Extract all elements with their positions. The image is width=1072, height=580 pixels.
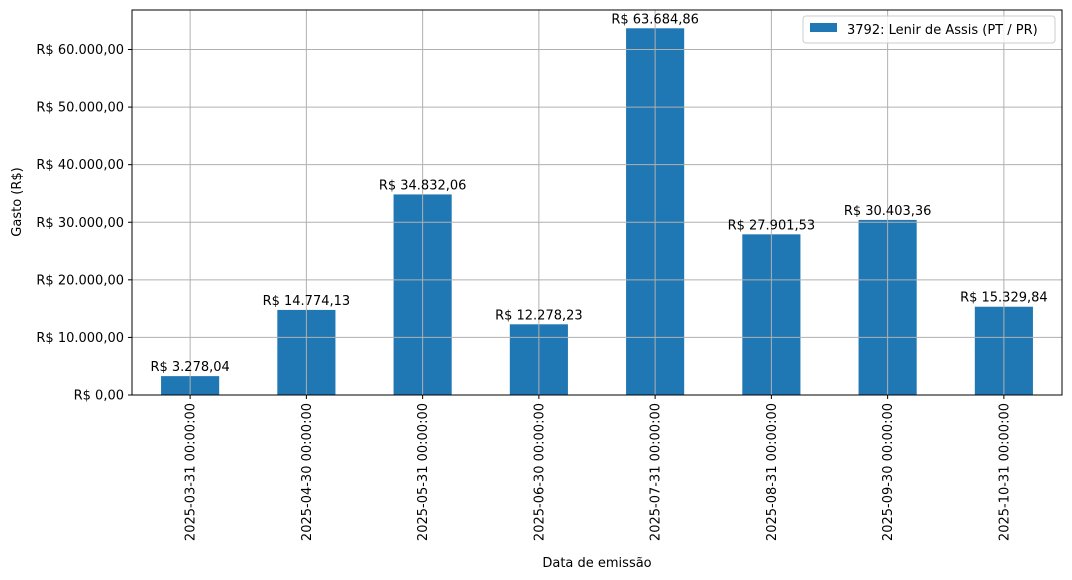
legend-label: 3792: Lenir de Assis (PT / PR) xyxy=(847,23,1038,38)
x-tick-label: 2025-04-30 00:00:00 xyxy=(300,403,315,541)
bar-value-label: R$ 63.684,86 xyxy=(611,12,699,27)
y-tick-label: R$ 40.000,00 xyxy=(36,158,124,173)
y-tick-label: R$ 50.000,00 xyxy=(36,101,124,116)
plot-area-frame xyxy=(131,9,1063,396)
x-tick-label: 2025-03-31 00:00:00 xyxy=(184,403,199,541)
bar-value-label: R$ 3.278,04 xyxy=(150,360,229,375)
x-tick-label: 2025-06-30 00:00:00 xyxy=(532,403,547,541)
y-axis-ticks: R$ 0,00 R$ 10.000,00 R$ 20.000,00 R$ 30.000… xyxy=(36,43,132,404)
x-axis-title: Data de emissão xyxy=(542,556,651,571)
y-tick-label: R$ 30.000,00 xyxy=(36,216,124,231)
bar-value-label: R$ 12.278,23 xyxy=(495,308,583,323)
y-tick-label: R$ 60.000,00 xyxy=(36,43,124,58)
bar-value-labels: R$ 3.278,04 R$ 14.774,13 R$ 34.832,06 R$ 12… xyxy=(150,12,1047,375)
bar-value-label: R$ 15.329,84 xyxy=(960,291,1048,306)
legend-swatch-icon xyxy=(810,23,837,32)
bar-value-label: R$ 14.774,13 xyxy=(263,294,351,309)
gridlines-overlay xyxy=(132,10,1062,396)
x-tick-label: 2025-07-31 00:00:00 xyxy=(649,403,664,541)
y-tick-label: R$ 0,00 xyxy=(74,389,124,404)
x-tick-label: 2025-10-31 00:00:00 xyxy=(997,403,1012,541)
x-axis-ticks: 2025-03-31 00:00:00 2025-04-30 00:00:00 20… xyxy=(184,395,1012,541)
legend-box xyxy=(802,15,1056,44)
x-tick-label: 2025-09-30 00:00:00 xyxy=(881,403,896,541)
y-tick-label: R$ 20.000,00 xyxy=(36,273,124,288)
x-tick-label: 2025-08-31 00:00:00 xyxy=(765,403,780,541)
y-tick-label: R$ 10.000,00 xyxy=(36,331,124,346)
legend: 3792: Lenir de Assis (PT / PR) xyxy=(802,15,1056,44)
bar-value-label: R$ 34.832,06 xyxy=(379,178,467,193)
x-tick-label: 2025-05-31 00:00:00 xyxy=(416,403,431,541)
bar-value-label: R$ 27.901,53 xyxy=(728,218,816,233)
bar-value-label: R$ 30.403,36 xyxy=(844,204,932,219)
y-axis-title: Gasto (R$) xyxy=(10,167,25,236)
